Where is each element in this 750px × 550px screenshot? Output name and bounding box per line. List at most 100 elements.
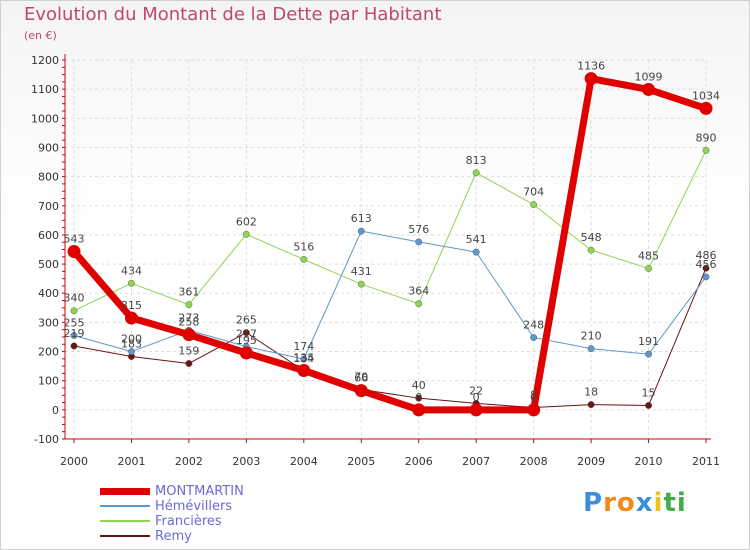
data-label-h-m-villers: 576 <box>408 223 429 236</box>
data-point-remy <box>185 360 193 367</box>
data-point-montmartin <box>469 403 483 417</box>
x-tick-label: 2002 <box>175 455 203 468</box>
data-label-remy: 40 <box>412 379 426 392</box>
series-line-franci-res <box>73 149 707 312</box>
data-point-remy <box>645 402 652 409</box>
x-tick-label: 2005 <box>347 455 375 468</box>
legend-label: MONTMARTIN <box>155 484 244 499</box>
data-label-franci-res: 361 <box>178 286 199 299</box>
data-label-remy: 70 <box>354 370 368 383</box>
x-tick-label: 2001 <box>117 455 145 468</box>
data-point-h-m-villers <box>300 355 308 363</box>
logo-letter: i <box>676 488 687 518</box>
logo-letter: i <box>653 488 664 518</box>
data-label-franci-res: 434 <box>121 264 142 277</box>
y-tick-label: 200 <box>38 346 59 359</box>
data-label-h-m-villers: 541 <box>466 233 487 246</box>
x-tick-label: 2009 <box>577 455 605 468</box>
axes-layer: -100010020030040050060070080090010001100… <box>31 54 720 468</box>
y-tick-label: 0 <box>52 404 59 417</box>
data-point-montmartin <box>412 403 426 417</box>
data-point-franci-res <box>472 169 480 177</box>
data-label-remy: 18 <box>584 386 598 399</box>
data-label-remy: 265 <box>236 314 257 327</box>
data-label-montmartin: 135 <box>293 351 314 364</box>
data-label-montmartin: 315 <box>121 299 142 312</box>
data-point-h-m-villers <box>702 273 710 281</box>
y-tick-label: 600 <box>38 229 59 242</box>
x-tick-label: 2010 <box>635 455 663 468</box>
data-point-remy <box>70 342 78 350</box>
legend-swatch <box>100 488 150 495</box>
data-label-h-m-villers: 174 <box>293 340 314 353</box>
data-point-h-m-villers <box>415 238 423 246</box>
series-line-h-m-villers <box>73 230 707 360</box>
y-tick-label: 700 <box>38 200 59 213</box>
data-point-franci-res <box>128 279 135 287</box>
y-tick-label: 1200 <box>31 54 59 67</box>
data-label-remy: 8 <box>530 389 537 402</box>
data-point-montmartin <box>297 363 311 377</box>
data-point-franci-res <box>645 265 652 272</box>
y-tick-label: 500 <box>38 258 59 271</box>
logo-letter: x <box>635 488 654 518</box>
legend-swatch <box>100 520 150 522</box>
data-point-franci-res <box>70 307 78 315</box>
data-label-h-m-villers: 191 <box>638 335 659 348</box>
data-label-h-m-villers: 248 <box>523 319 544 332</box>
data-point-h-m-villers <box>587 345 595 353</box>
data-label-franci-res: 431 <box>351 265 372 278</box>
data-point-h-m-villers <box>472 248 480 256</box>
logo-letter: o <box>616 488 636 518</box>
x-tick-label: 2008 <box>520 455 548 468</box>
data-label-franci-res: 485 <box>638 249 659 262</box>
data-point-franci-res <box>415 300 423 308</box>
legend-label: Hémévillers <box>155 499 233 514</box>
data-point-remy <box>587 401 595 408</box>
logo-letter: t <box>663 488 677 518</box>
data-label-montmartin: 1099 <box>635 70 663 83</box>
data-point-h-m-villers <box>70 332 78 339</box>
series-line-remy <box>73 267 707 409</box>
data-label-h-m-villers: 273 <box>178 311 199 324</box>
y-tick-label: 1000 <box>31 112 59 125</box>
data-label-franci-res: 704 <box>523 186 544 199</box>
data-point-montmartin <box>67 245 81 259</box>
data-point-montmartin <box>584 72 598 86</box>
data-point-remy <box>702 264 710 272</box>
data-label-remy: 134 <box>293 352 314 365</box>
data-point-montmartin <box>124 311 138 325</box>
x-tick-label: 2006 <box>405 455 433 468</box>
data-label-montmartin: 0 <box>530 391 537 404</box>
data-label-h-m-villers: 255 <box>64 317 85 330</box>
data-label-remy: 15 <box>642 386 656 399</box>
data-label-remy: 219 <box>64 327 85 340</box>
y-tick-label: 100 <box>38 375 59 388</box>
data-label-montmartin: 0 <box>473 391 480 404</box>
data-label-montmartin: 543 <box>64 233 85 246</box>
data-point-montmartin <box>527 403 541 417</box>
data-point-montmartin <box>699 101 713 115</box>
logo-letter: P <box>583 488 604 518</box>
chart-title: Evolution du Montant de la Dette par Hab… <box>24 4 442 25</box>
data-label-remy: 22 <box>469 384 483 397</box>
data-label-franci-res: 548 <box>581 231 602 244</box>
data-label-h-m-villers: 217 <box>236 328 257 341</box>
x-tick-label: 2003 <box>232 455 260 468</box>
data-label-franci-res: 516 <box>293 240 314 253</box>
data-label-remy: 159 <box>178 344 199 357</box>
data-label-montmartin: 0 <box>415 391 422 404</box>
legend-swatch <box>100 505 150 507</box>
data-label-franci-res: 602 <box>236 215 257 228</box>
data-label-remy: 486 <box>696 249 717 262</box>
data-point-franci-res <box>530 201 538 209</box>
proxiti-logo: Proxiti <box>583 488 687 518</box>
data-point-franci-res <box>185 301 193 309</box>
data-point-montmartin <box>239 346 253 360</box>
grid-layer <box>65 59 707 440</box>
y-tick-label: 800 <box>38 171 59 184</box>
data-point-h-m-villers <box>357 227 365 235</box>
